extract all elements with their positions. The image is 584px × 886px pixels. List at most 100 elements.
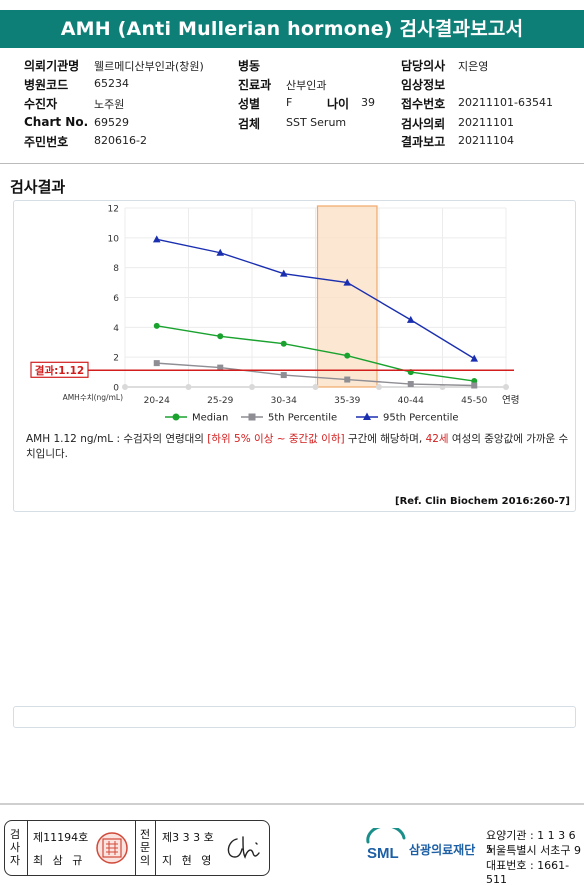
y-tick-label: 2 [113, 354, 119, 364]
logo-name: 삼광의료재단 [409, 843, 476, 857]
receipt-label: 접수번호 [401, 97, 446, 111]
code-label: 병원코드 [24, 78, 69, 92]
sig-divider [155, 821, 156, 875]
data-point [153, 322, 160, 329]
examiner-char: 검 [9, 828, 21, 841]
institution-value: 웰르메디산부인과(창원) [94, 60, 204, 73]
report-label: 결과보고 [401, 135, 446, 149]
y-tick-label: 0 [113, 384, 119, 394]
amh-chart: 0 2 4 6 8 10 12 20-24 25-29 30-34 35-39 40-44 45-50 연… [30, 205, 519, 424]
specialist-char: 의 [139, 854, 151, 867]
examiner-name: 최 삼 규 [33, 854, 86, 867]
legend-label: Median [192, 413, 228, 424]
sml-logo-icon: SML [366, 828, 406, 862]
chart-label: Chart No. [24, 115, 89, 129]
axis-dot [376, 384, 382, 390]
report-value: 20211104 [458, 134, 514, 147]
result-label: 결과:1.12 [35, 364, 84, 377]
x-unit-label: 연령 [502, 394, 519, 406]
data-point [406, 315, 415, 323]
seal-icon [96, 832, 128, 864]
desc-part1: AMH 1.12 ng/mL : 수검자의 연령대의 [26, 433, 208, 445]
axis-dot [249, 384, 255, 390]
signature-box: 검 사 자 제11194호 최 삼 규 전 문 의 제3 3 3 호 지 현 영 [4, 820, 270, 876]
x-tick-label: 45-50 [461, 396, 487, 406]
y-axis-label: AMH수치(ng/mL) [63, 393, 123, 402]
specialist-vertical: 전 문 의 [138, 828, 152, 867]
result-label-box [30, 361, 89, 378]
specialist-license: 제3 3 3 호 [162, 831, 214, 844]
age-value: 39 [361, 96, 375, 109]
id-label: 주민번호 [24, 135, 69, 149]
result-description: AMH 1.12 ng/mL : 수검자의 연령대의 [하위 5% 이상 ~ 중… [26, 432, 571, 462]
patient-value: 노주원 [94, 98, 125, 111]
axis-dot [503, 384, 509, 390]
ward-label: 병동 [238, 59, 261, 73]
signature-icon [227, 836, 260, 859]
request-value: 20211101 [458, 116, 514, 129]
data-point [153, 360, 160, 367]
y-tick-label: 6 [113, 294, 119, 304]
desc-range: [하위 5% 이상 ~ 중간값 이하] [207, 433, 345, 445]
desc-part5: 여성의 중앙값에 가까운 수치입니다. [26, 433, 569, 460]
age-label: 나이 [327, 97, 350, 111]
axis-dot [122, 384, 128, 390]
legend-label: 95th Percentile [383, 413, 459, 424]
patient-label: 수진자 [24, 97, 58, 111]
logo-sml-text: SML [367, 845, 399, 862]
reference: [Ref. Clin Biochem 2016:260-7] [395, 496, 570, 507]
y-tick-label: 12 [108, 205, 119, 215]
institution-label: 의뢰기관명 [24, 59, 80, 73]
examiner-license: 제11194호 [33, 831, 89, 844]
section-title: 검사결과 [10, 178, 66, 196]
empty-panel [13, 706, 576, 728]
specialist-char: 전 [139, 828, 151, 841]
y-tick-label: 10 [108, 234, 120, 244]
examiner-char: 사 [9, 841, 21, 854]
doctor-value: 지은영 [458, 60, 489, 73]
data-point [280, 372, 287, 379]
dept-value: 산부인과 [286, 79, 327, 92]
footer-addr2: 서울특별시 서초구 9 [486, 844, 581, 857]
series-line [156, 238, 475, 360]
footer-addr3: 대표번호 : 1661-511 [486, 859, 570, 886]
legend-marker [363, 412, 371, 420]
doctor-label: 담당의사 [401, 59, 446, 73]
x-tick-label: 35-39 [334, 396, 360, 406]
data-point [343, 278, 352, 286]
legend-marker [172, 413, 180, 421]
chart-value: 69529 [94, 116, 129, 129]
specimen-label: 검체 [238, 117, 261, 131]
patient-info: 의뢰기관명 웰르메디산부인과(창원) 병원코드 65234 수진자 노주원 Ch… [0, 54, 584, 160]
specimen-value: SST Serum [286, 116, 347, 129]
y-tick-label: 4 [113, 324, 119, 334]
sig-divider [27, 821, 28, 875]
footer-addr1: 요양기관 : 1 1 3 6 5 [486, 829, 576, 856]
legend-label: 5th Percentile [268, 413, 337, 424]
report-title: AMH (Anti Mullerian hormone) 검사결과보고서 [0, 10, 584, 48]
desc-age: 42세 [425, 433, 449, 445]
code-value: 65234 [94, 77, 129, 90]
legend-marker [248, 413, 256, 421]
data-point [407, 381, 414, 388]
data-point [217, 364, 224, 371]
data-point [344, 376, 351, 383]
axis-dot [312, 384, 319, 390]
specialist-name: 지 현 영 [162, 854, 215, 867]
footer-divider [0, 803, 584, 805]
data-point [216, 248, 225, 256]
data-point [217, 333, 224, 340]
axis-dot [439, 384, 446, 390]
data-point [344, 352, 351, 359]
id-value: 820616-2 [94, 134, 147, 147]
series-line [156, 362, 475, 387]
axis-dot [185, 384, 192, 390]
highlight-band [316, 205, 378, 388]
examiner-vertical: 검 사 자 [8, 828, 22, 867]
clinical-label: 임상정보 [401, 78, 446, 92]
data-point [471, 382, 478, 389]
sex-value: F [286, 96, 293, 109]
y-tick-label: 8 [113, 264, 119, 274]
result-panel [13, 200, 576, 512]
data-point [152, 235, 161, 243]
